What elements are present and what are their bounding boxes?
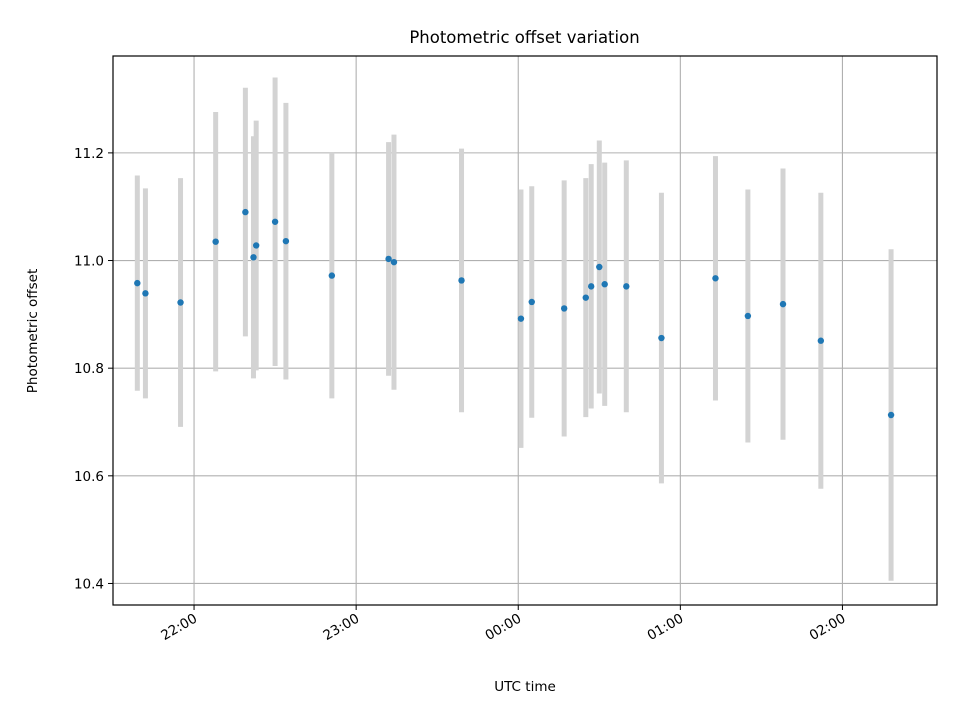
data-point xyxy=(623,283,630,290)
y-axis: 10.4 10.6 10.8 11.0 11.2 xyxy=(74,146,113,592)
data-point xyxy=(177,299,184,306)
y-tick-label: 10.8 xyxy=(74,361,104,377)
data-point xyxy=(560,305,568,312)
data-point xyxy=(596,263,603,271)
y-tick-label: 11.0 xyxy=(74,254,104,270)
plot-frame xyxy=(112,55,938,606)
data-point xyxy=(134,279,141,287)
data-point xyxy=(252,242,260,249)
data-point xyxy=(271,218,279,225)
data-point xyxy=(582,294,589,301)
data-point xyxy=(779,300,787,308)
x-axis-label: UTC time xyxy=(494,679,556,695)
data-point xyxy=(601,281,608,288)
data-point xyxy=(817,337,825,344)
data-point xyxy=(587,283,595,290)
y-axis-label: Photometric offset xyxy=(25,269,41,393)
data-point xyxy=(712,275,719,282)
data-point xyxy=(517,315,525,322)
data-point xyxy=(328,272,336,279)
data-point xyxy=(212,238,219,245)
y-tick-label: 10.6 xyxy=(74,469,104,485)
data-point xyxy=(458,277,465,284)
data-point xyxy=(658,334,665,342)
data-points xyxy=(134,208,895,419)
data-point xyxy=(528,298,535,306)
data-point xyxy=(385,255,392,263)
data-point xyxy=(390,258,398,266)
data-point xyxy=(887,411,895,419)
grid xyxy=(113,56,937,605)
data-point xyxy=(744,312,752,320)
y-tick-label: 11.2 xyxy=(74,146,104,162)
y-tick-label: 10.4 xyxy=(74,576,104,592)
chart-title: Photometric offset variation xyxy=(409,28,639,47)
data-point xyxy=(142,290,149,297)
data-point xyxy=(242,208,249,216)
data-point xyxy=(250,254,257,261)
data-point xyxy=(282,237,290,245)
